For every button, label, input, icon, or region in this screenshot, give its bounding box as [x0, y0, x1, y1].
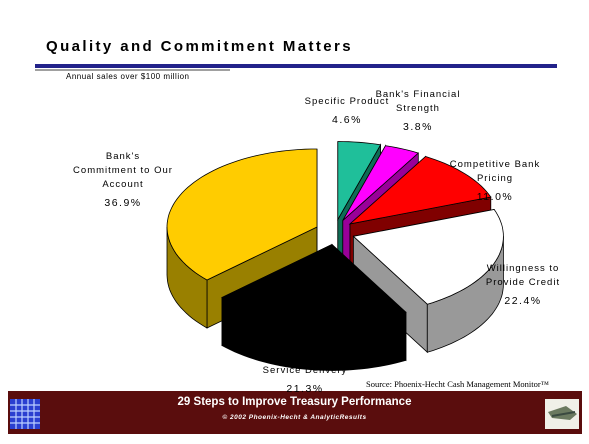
value-label: 21.3% — [286, 383, 324, 395]
slice-label: Bank's Financial Strength 3.8% — [368, 88, 468, 134]
category-label: Quality of Bank Service Delivery — [262, 351, 348, 376]
footer-bar — [8, 391, 582, 434]
category-label: Willingness to Provide Credit — [485, 263, 561, 288]
pie-slice — [221, 244, 407, 323]
chart-title: Quality and Commitment Matters — [46, 38, 354, 55]
category-label: Specific Product — [304, 96, 390, 107]
right-icon — [545, 399, 579, 429]
slice-label: Quality of Bank Service Delivery 21.3% — [255, 350, 355, 396]
category-label: Bank's Financial Strength — [375, 89, 461, 114]
source-note: Source: Phoenix-Hecht Cash Management Mo… — [366, 379, 550, 389]
value-label: 3.8% — [403, 121, 433, 133]
pie-slice — [342, 145, 420, 221]
pie-slice — [337, 141, 382, 222]
category-label: Competitive Bank Pricing — [449, 159, 541, 184]
slice-label: Willingness to Provide Credit 22.4% — [473, 262, 573, 308]
footer-credit: © 2002 Phoenix-Hecht & AnalyticResults — [222, 414, 367, 421]
category-label: Bank's Commitment to Our Account — [73, 151, 173, 190]
pie-slice — [348, 156, 492, 225]
left-icon — [10, 399, 40, 429]
pie-slice — [352, 209, 504, 305]
pie-slice — [166, 148, 318, 281]
value-label: 4.6% — [332, 114, 362, 126]
slice-label: Bank's Commitment to Our Account 36.9% — [73, 150, 173, 210]
slice-label: Competitive Bank Pricing 11.0% — [445, 158, 545, 204]
value-label: 11.0% — [476, 191, 514, 203]
chart-subtitle: Annual sales over $100 million — [66, 72, 190, 81]
footer-title: 29 Steps to Improve Treasury Performance — [177, 396, 412, 408]
value-label: 36.9% — [104, 197, 142, 209]
value-label: 22.4% — [504, 295, 542, 307]
slice-label: Specific Product 4.6% — [297, 95, 397, 127]
